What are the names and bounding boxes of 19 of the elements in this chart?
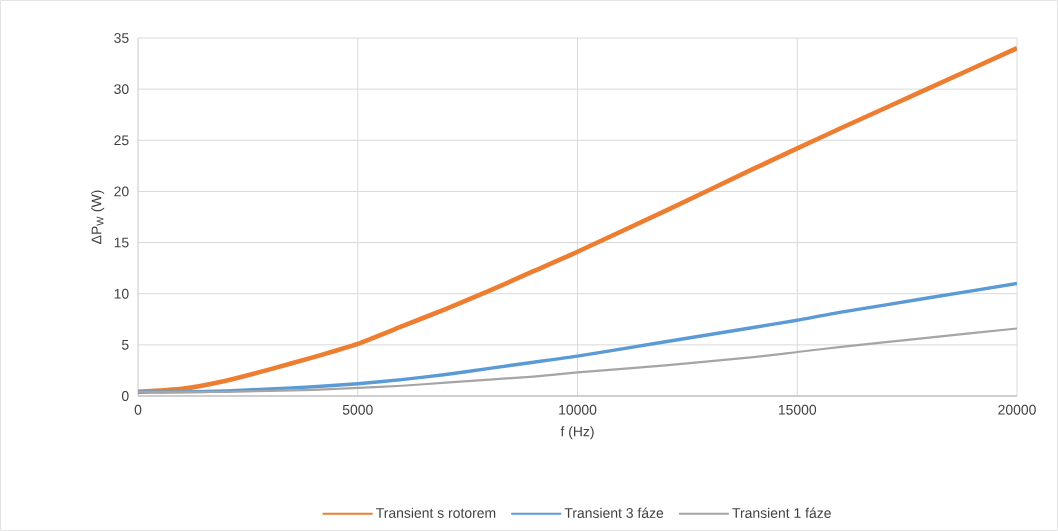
line-series [138,327,1018,394]
y-tick-label: 5 [121,339,129,350]
x-tick-label: 20000 [998,404,1036,415]
y-tick-label: 20 [114,186,129,197]
y-tick-label: 0 [121,391,129,401]
x-tick-label: 15000 [778,404,817,415]
legend-label: Transient 3 fáze [564,507,664,518]
legend-label: Transient 1 fáze [732,507,831,518]
y-tick-label: 35 [114,33,129,43]
y-tick-label: 30 [114,84,129,95]
x-tick-label: 10000 [559,404,597,415]
y-tick-label: 10 [114,288,129,299]
x-tick-label: 0 [134,404,142,415]
y-tick-label: 15 [114,237,129,248]
x-axis-title: f (Hz) [560,426,594,440]
y-tick-label: 25 [114,135,129,146]
legend-label: Transient s rotorem [376,507,496,518]
y-axis-title: ΔP$_{W}$ (W) [91,190,105,244]
x-tick-label: 5000 [342,404,373,415]
